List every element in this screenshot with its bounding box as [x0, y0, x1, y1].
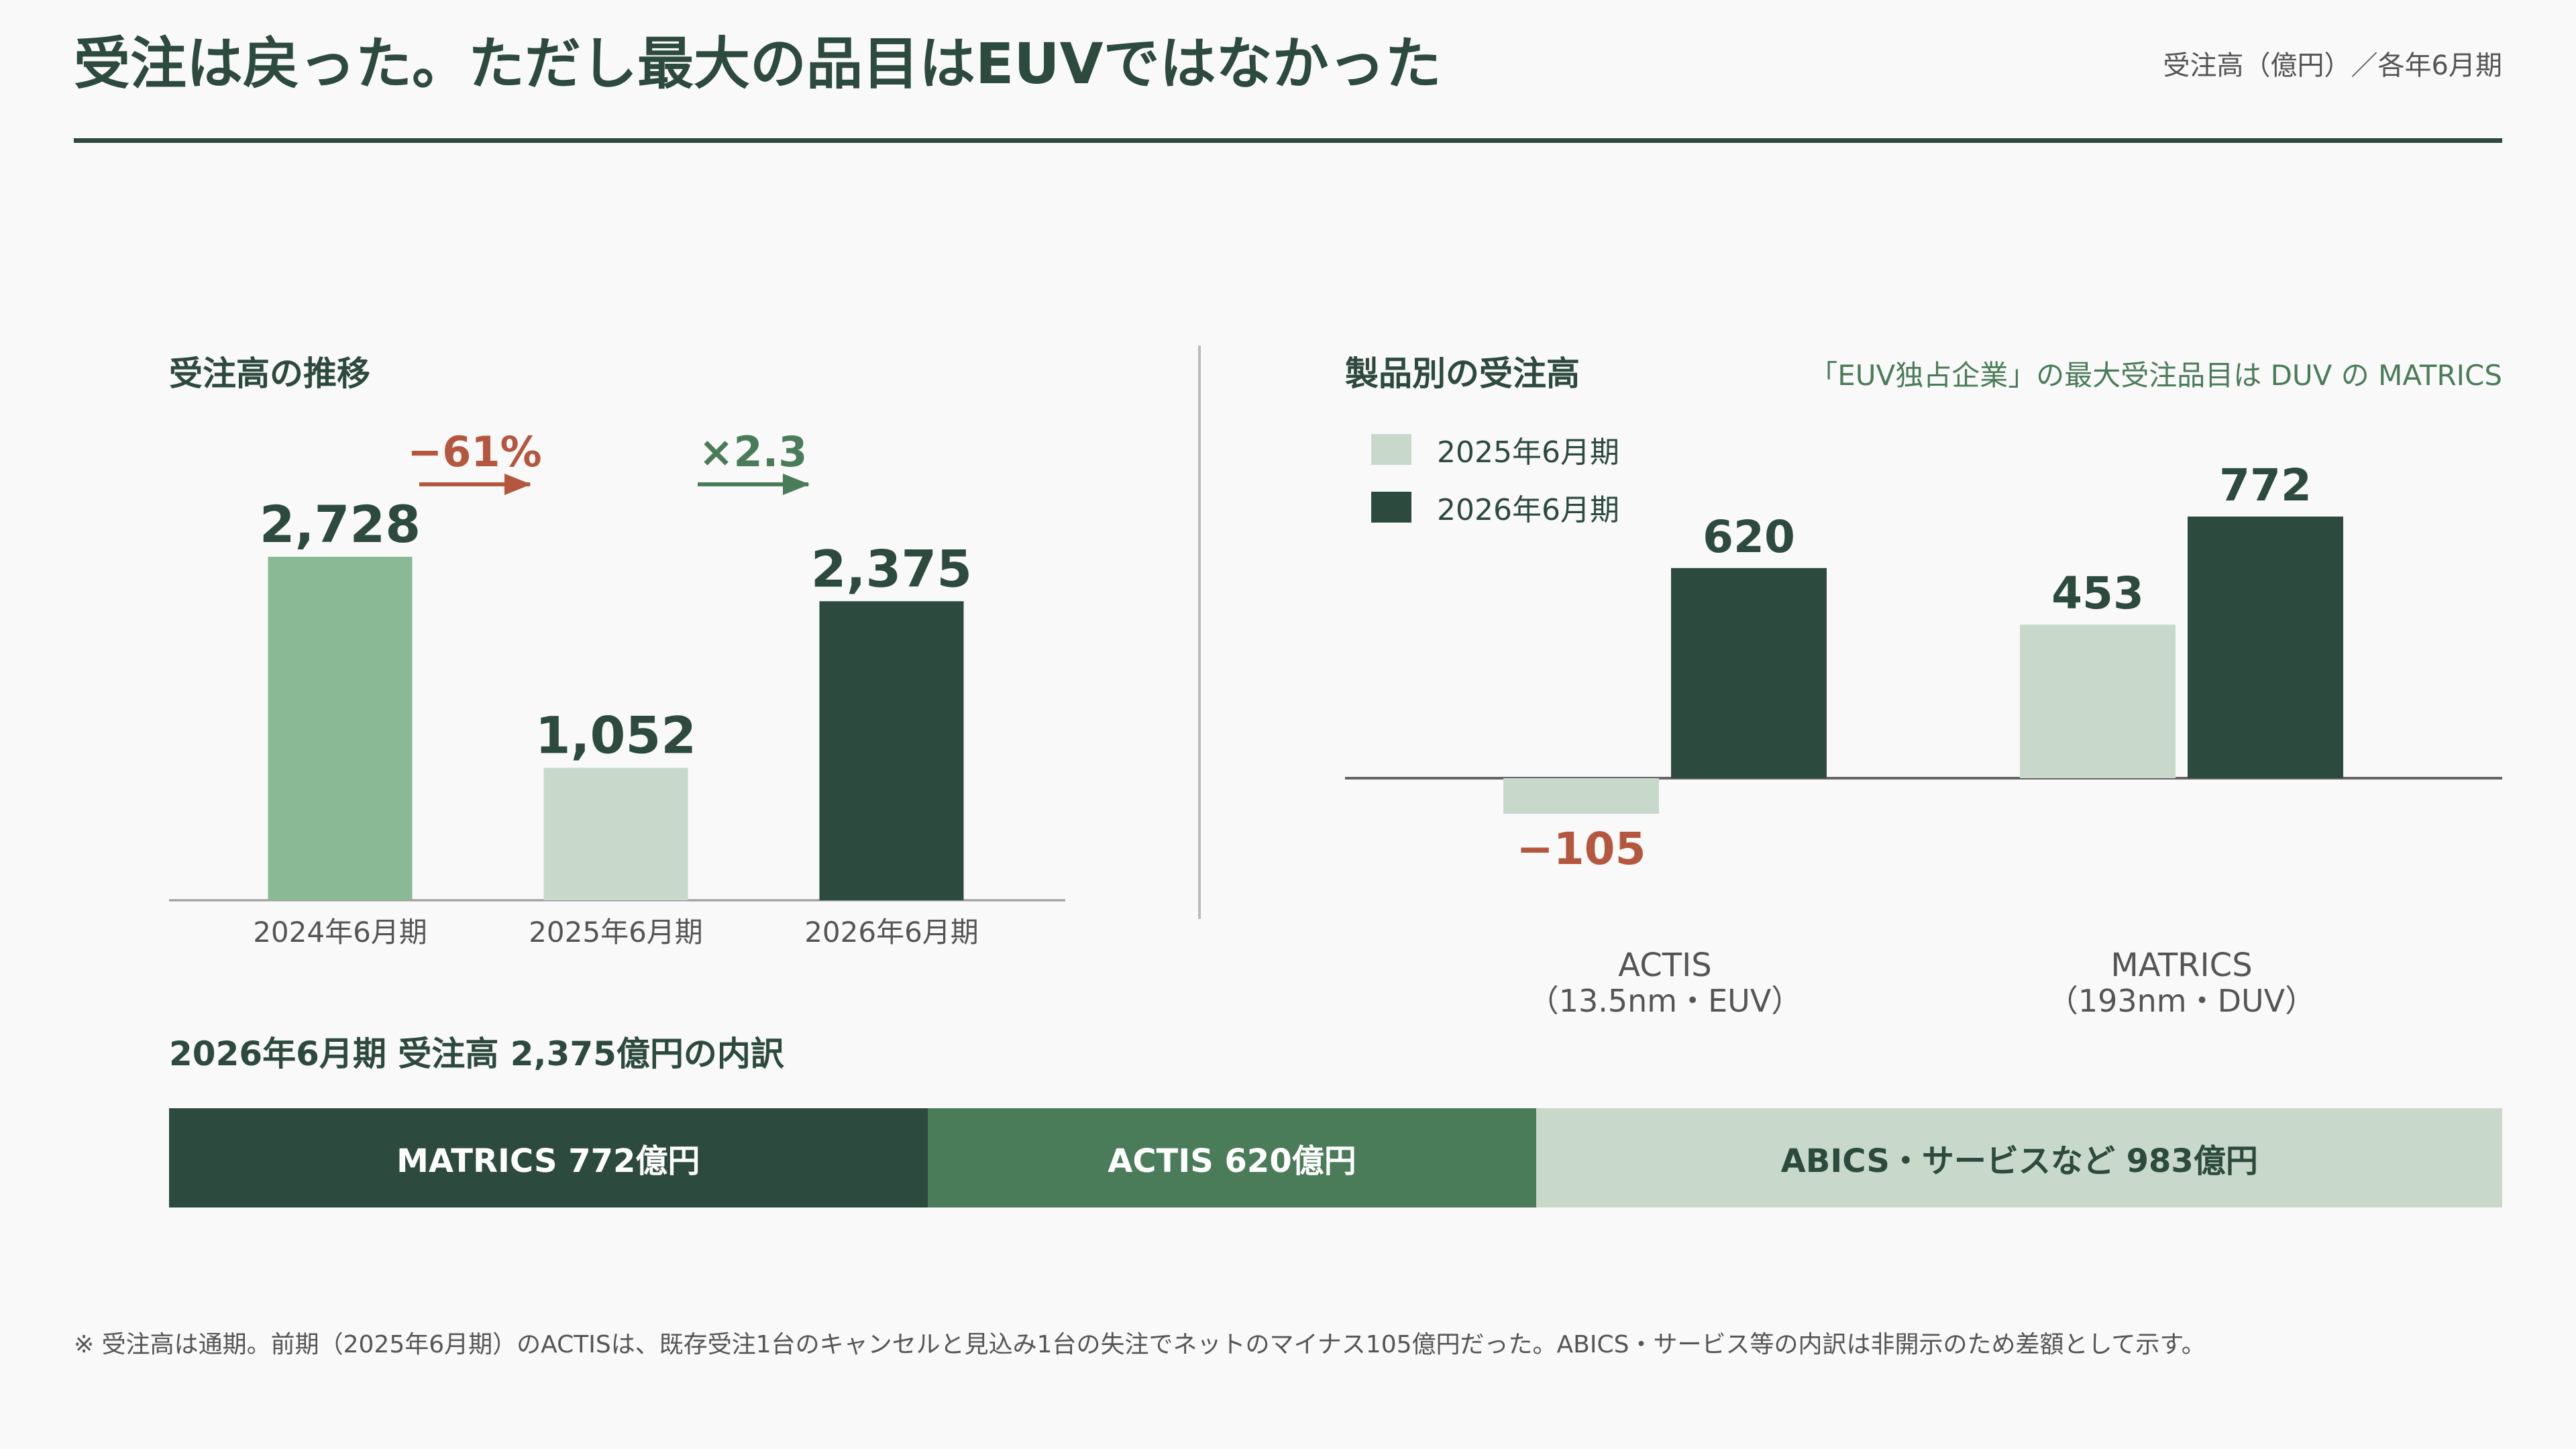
change-label: −61% [407, 427, 541, 476]
breakdown-segment: MATRICS 772億円 [169, 1108, 928, 1208]
data-label: 620 [1703, 511, 1795, 563]
data-label: 772 [2219, 460, 2312, 511]
bar [543, 767, 688, 900]
footnote: ※ 受注高は通期。前期（2025年6月期）のACTISは、既存受注1台のキャンセ… [74, 1331, 2206, 1358]
order-trend-chart: 2,728 2024年6月期 1,052 2025年6月期 2,375 2026年6月期 −… [169, 427, 1065, 949]
legend-label-2026: 2026年6月期 [1437, 493, 1619, 527]
category-sublabel: （193nm・DUV） [2047, 983, 2316, 1019]
category-sublabel: （13.5nm・EUV） [1528, 983, 1803, 1019]
bar [1671, 568, 1827, 778]
legend-label-2025: 2025年6月期 [1437, 435, 1619, 470]
bar [2188, 517, 2343, 778]
bar [2020, 625, 2176, 778]
data-label: −105 [1516, 823, 1646, 875]
data-label: 453 [2051, 568, 2144, 619]
change-label: ×2.3 [699, 427, 808, 476]
category-label: ACTIS [1618, 947, 1711, 984]
bar [819, 601, 964, 900]
page-title: 受注は戻った。ただし最大の品目はEUVではなかった [74, 31, 1442, 97]
legend-item: 2026年6月期 [1371, 486, 1619, 529]
breakdown-stacked-bar: MATRICS 772億円 ACTIS 620億円 ABICS・サービスなど 983… [169, 1108, 2502, 1208]
legend: 2025年6月期 2026年6月期 [1371, 428, 1619, 529]
left-chart-title: 受注高の推移 [169, 354, 370, 393]
tick-label: 2026年6月期 [804, 916, 979, 949]
legend-swatch-2026 [1371, 492, 1411, 523]
unit-note: 受注高（億円）／各年6月期 [2163, 50, 2502, 81]
legend-item: 2025年6月期 [1371, 428, 1619, 471]
breakdown-segment: ABICS・サービスなど 983億円 [1536, 1108, 2502, 1208]
tick-label: 2024年6月期 [253, 916, 427, 949]
right-chart-title: 製品別の受注高 [1345, 354, 1580, 393]
data-label: 1,052 [535, 706, 696, 765]
bar [1503, 778, 1659, 814]
section-divider [1198, 345, 1201, 919]
breakdown-title: 2026年6月期 受注高 2,375億円の内訳 [169, 1034, 784, 1073]
title-rule [74, 138, 2502, 143]
category-label: MATRICS [2110, 947, 2252, 984]
legend-swatch-2025 [1371, 434, 1411, 465]
data-label: 2,375 [811, 539, 972, 598]
bar [268, 557, 413, 900]
right-chart-note: 「EUV独占企業」の最大受注品目は DUV の MATRICS [1809, 359, 2502, 392]
data-label: 2,728 [260, 494, 421, 554]
tick-label: 2025年6月期 [529, 916, 703, 949]
breakdown-segment: ACTIS 620億円 [927, 1108, 1537, 1208]
product-orders-chart: −105 453 620 772 ACTIS（13.5nm・EUV） MATRICS（19… [1345, 460, 2502, 1019]
